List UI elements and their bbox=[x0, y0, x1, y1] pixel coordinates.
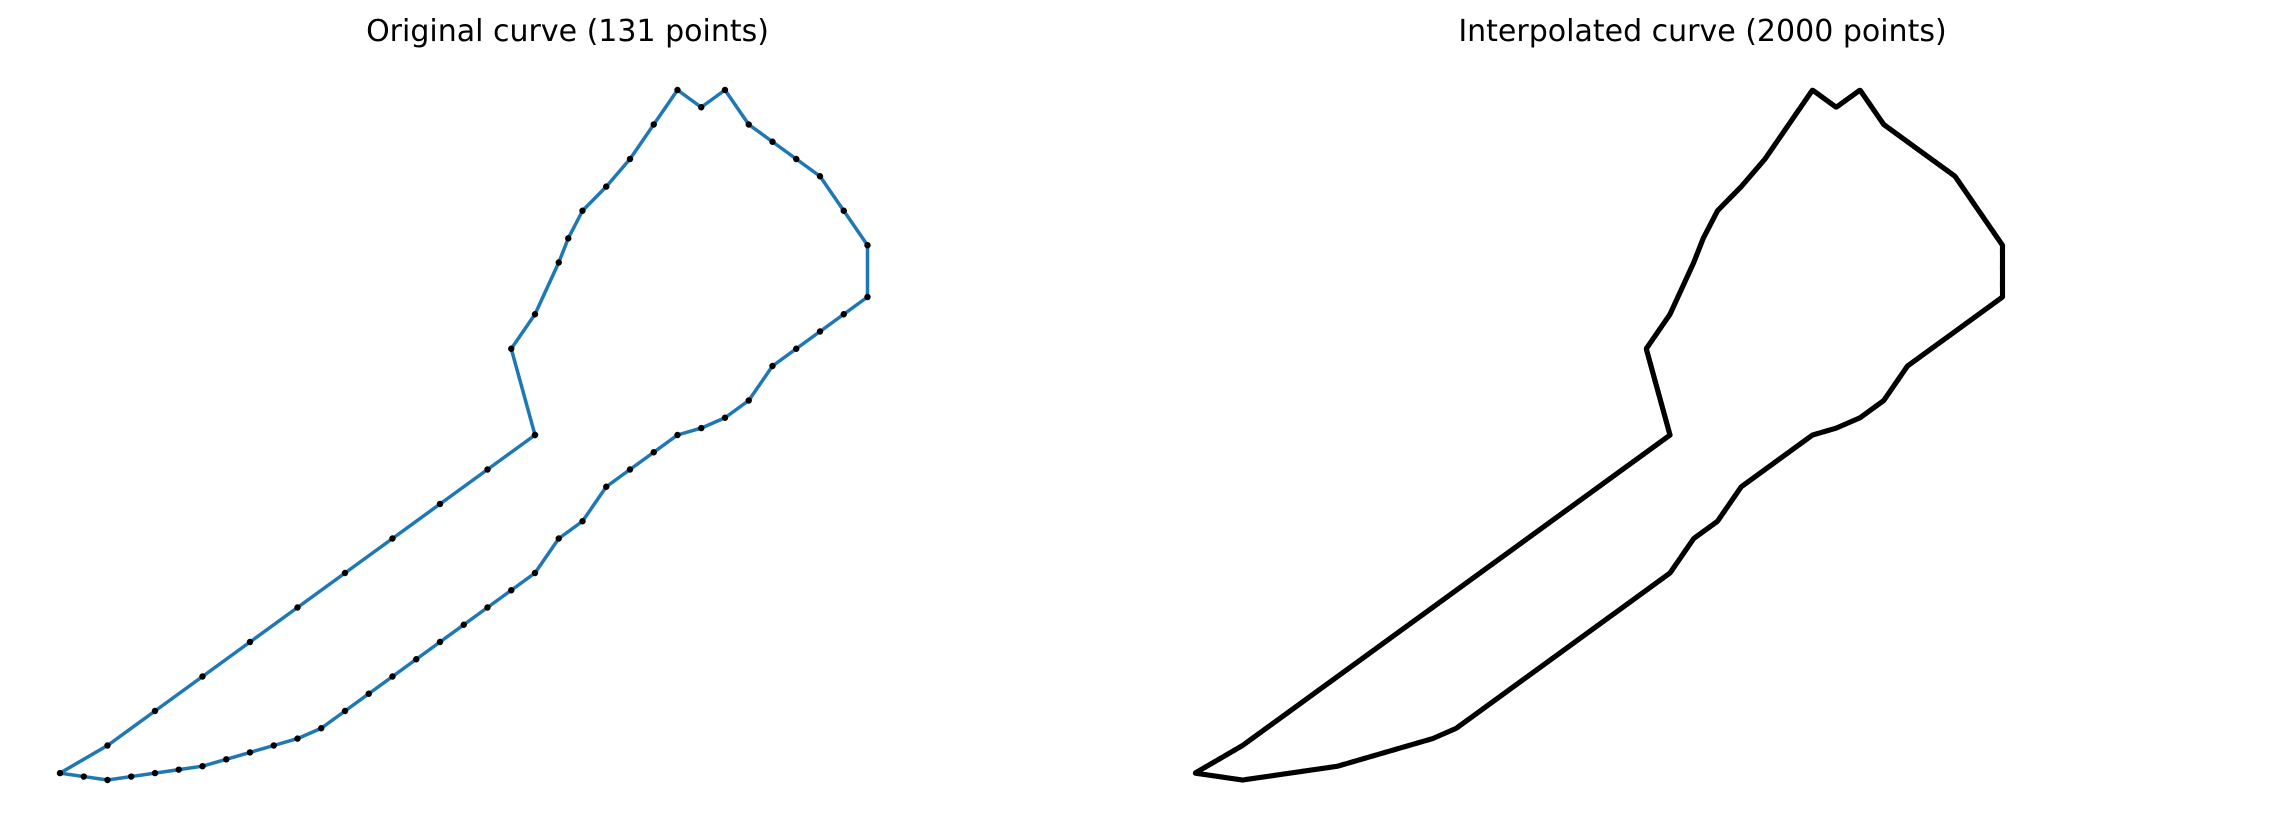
left-chart-panel: Original curve (131 points) bbox=[56, 14, 871, 784]
left-chart-data-point bbox=[294, 735, 301, 742]
left-chart-data-point bbox=[246, 638, 254, 646]
left-chart-data-point bbox=[484, 604, 491, 611]
left-chart-data-point bbox=[721, 414, 729, 421]
left-chart-data-point bbox=[436, 500, 444, 508]
left-chart-data-point bbox=[721, 86, 729, 94]
left-chart-data-point bbox=[80, 773, 87, 780]
left-chart-data-point bbox=[508, 345, 515, 352]
left-chart-data-point bbox=[565, 235, 572, 242]
left-chart-plot bbox=[56, 86, 871, 784]
right-chart-data-point bbox=[1667, 432, 1673, 438]
left-chart-data-point bbox=[104, 776, 111, 784]
left-chart-title: Original curve (131 points) bbox=[366, 14, 769, 49]
left-chart-data-point bbox=[650, 449, 657, 456]
left-chart-data-point bbox=[816, 173, 824, 180]
left-chart-data-point bbox=[864, 293, 871, 301]
left-chart-data-point bbox=[175, 766, 182, 773]
left-chart-data-point bbox=[674, 86, 681, 94]
left-chart-data-point bbox=[436, 638, 444, 646]
left-chart-data-point bbox=[199, 763, 206, 770]
left-chart-data-point bbox=[864, 242, 871, 249]
left-chart-data-point bbox=[460, 621, 467, 628]
right-chart-title: Interpolated curve (2000 points) bbox=[1458, 14, 1947, 49]
left-chart-data-point bbox=[793, 345, 800, 352]
left-chart-data-point bbox=[389, 673, 396, 680]
left-chart-data-point bbox=[389, 535, 396, 542]
left-chart-data-point bbox=[151, 769, 159, 777]
left-chart-data-point bbox=[270, 742, 277, 749]
left-chart-data-point bbox=[531, 311, 539, 318]
left-chart-data-point bbox=[341, 569, 349, 577]
left-chart-data-point bbox=[698, 104, 705, 111]
left-chart-data-point bbox=[603, 183, 610, 190]
left-chart-data-point bbox=[365, 690, 372, 697]
right-chart-series-line bbox=[1193, 88, 2005, 782]
left-chart-data-point bbox=[294, 604, 301, 611]
left-chart-data-point bbox=[341, 707, 349, 715]
left-chart-data-point bbox=[745, 121, 752, 128]
left-chart-data-point bbox=[840, 207, 847, 214]
left-chart-data-point bbox=[199, 673, 206, 680]
left-chart-data-point bbox=[579, 207, 586, 214]
left-chart-data-point bbox=[698, 424, 705, 432]
left-chart-data-point bbox=[555, 535, 562, 542]
left-chart-data-point bbox=[769, 138, 776, 145]
left-chart-data-point bbox=[603, 483, 610, 490]
left-chart-data-point bbox=[626, 466, 634, 473]
left-chart-data-point bbox=[674, 431, 681, 439]
left-chart-data-point bbox=[531, 431, 539, 439]
left-chart-data-point bbox=[151, 707, 159, 715]
right-chart-panel: Interpolated curve (2000 points) bbox=[1135, 0, 2270, 817]
left-chart-series-line bbox=[58, 88, 870, 782]
left-chart-data-point bbox=[626, 155, 634, 163]
left-chart-data-point bbox=[579, 518, 586, 525]
left-chart-data-point bbox=[745, 397, 752, 404]
right-chart-plot bbox=[1192, 87, 2006, 783]
left-chart-data-point bbox=[531, 569, 539, 577]
left-chart-data-point bbox=[223, 756, 230, 763]
left-chart-data-point bbox=[104, 742, 111, 749]
left-chart-data-point bbox=[769, 362, 776, 370]
left-chart-data-point bbox=[555, 259, 562, 266]
left-chart-data-point bbox=[413, 656, 420, 663]
left-chart-data-point bbox=[318, 725, 325, 732]
left-chart-data-point bbox=[56, 769, 64, 777]
left-chart-data-point bbox=[246, 749, 254, 756]
left-chart-data-point bbox=[793, 155, 800, 163]
left-chart-data-point bbox=[484, 466, 491, 473]
left-chart-data-point bbox=[840, 311, 847, 318]
left-chart-data-point bbox=[508, 587, 515, 594]
left-chart-data-point bbox=[816, 328, 824, 335]
left-chart-data-point bbox=[128, 773, 135, 780]
left-chart-data-point bbox=[650, 121, 657, 128]
